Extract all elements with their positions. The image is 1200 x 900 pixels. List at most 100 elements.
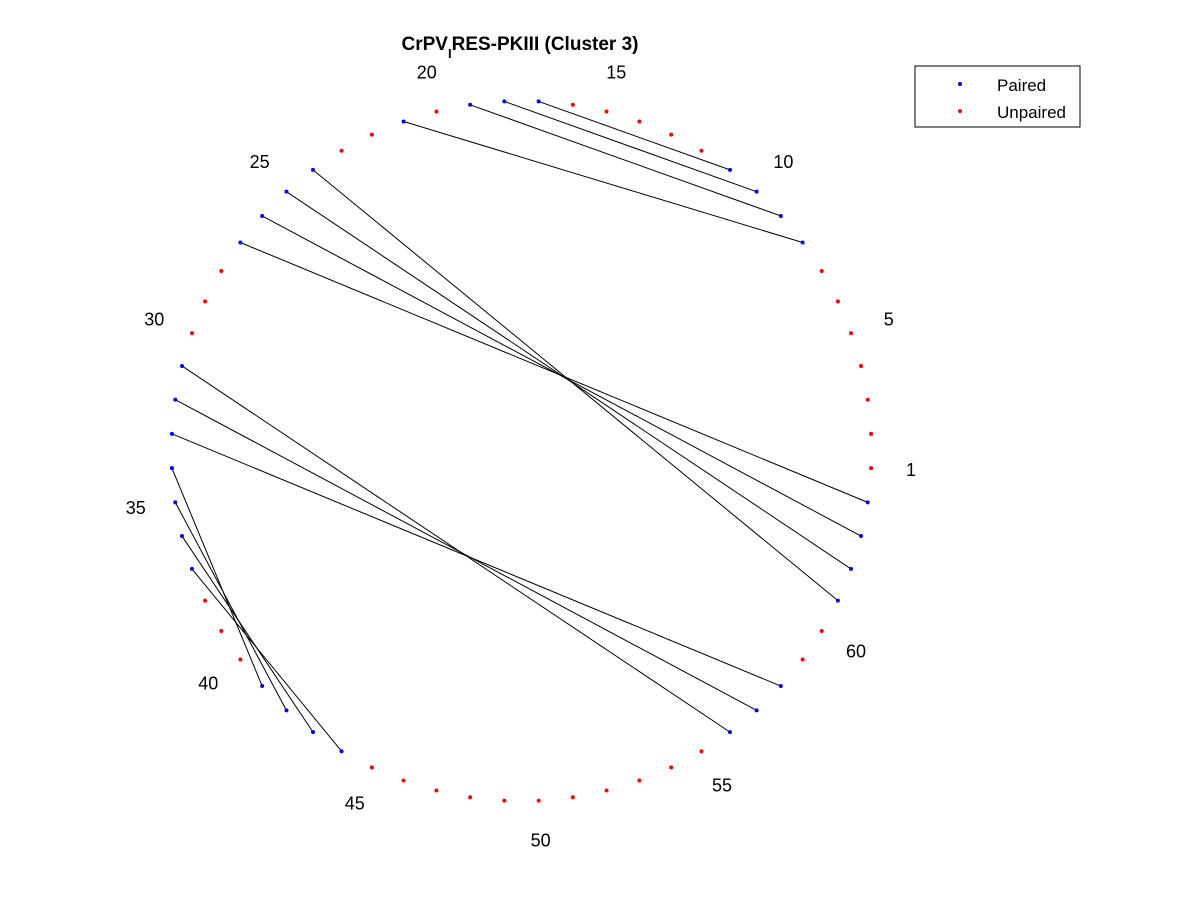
nucleotide-points [169, 99, 874, 803]
unpaired-point-3 [865, 397, 870, 402]
legend: Paired Unpaired [914, 65, 1081, 128]
unpaired-point-30 [189, 331, 194, 336]
unpaired-point-22 [369, 132, 374, 137]
unpaired-point-49 [502, 798, 507, 803]
unpaired-point-14 [637, 119, 642, 124]
paired-point-62 [849, 566, 854, 571]
paired-point-34 [169, 466, 174, 471]
paired-point-33 [169, 431, 174, 436]
pair-line-32-57 [175, 399, 757, 711]
number-label-30: 30 [144, 310, 164, 330]
unpaired-point-1 [869, 466, 874, 471]
paired-point-27 [238, 240, 243, 245]
paired-point-35 [173, 500, 178, 505]
number-label-40: 40 [198, 673, 218, 693]
unpaired-point-23 [339, 148, 344, 153]
paired-point-56 [727, 730, 732, 735]
unpaired-point-55 [699, 749, 704, 754]
legend-label-unpaired: Unpaired [997, 103, 1066, 122]
pair-line-35-42 [174, 502, 287, 711]
paired-point-8 [800, 240, 805, 245]
legend-label-paired: Paired [997, 76, 1046, 95]
number-label-35: 35 [126, 498, 146, 518]
unpaired-point-2 [869, 431, 874, 436]
pair-line-9-19 [469, 104, 781, 217]
number-label-15: 15 [606, 63, 626, 83]
unpaired-point-39 [219, 628, 224, 633]
unpaired-point-13 [669, 132, 674, 137]
paired-point-31 [179, 363, 184, 368]
pair-line-8-21 [403, 120, 803, 243]
paired-point-57 [754, 708, 759, 713]
paired-point-19 [468, 102, 473, 107]
pair-lines [171, 100, 868, 752]
paired-point-36 [179, 534, 184, 539]
paired-point-61 [835, 598, 840, 603]
number-label-1: 1 [906, 460, 916, 480]
paired-point-43 [311, 730, 316, 735]
paired-point-37 [189, 566, 194, 571]
unpaired-point-60 [819, 628, 824, 633]
chart-title-subscript: I [448, 46, 452, 61]
pair-line-34-41 [171, 467, 263, 687]
pair-line-33-58 [171, 433, 782, 687]
unpaired-point-47 [434, 788, 439, 793]
chart-title: CrPVIRES-PKIII (Cluster 3) [402, 34, 639, 61]
unpaired-point-28 [219, 269, 224, 274]
number-label-25: 25 [250, 152, 270, 172]
pair-line-10-18 [504, 100, 757, 193]
number-label-50: 50 [531, 831, 551, 851]
paired-point-63 [859, 534, 864, 539]
pair-line-37-44 [191, 568, 342, 752]
unpaired-point-16 [570, 102, 575, 107]
unpaired-point-40 [238, 657, 243, 662]
unpaired-point-45 [369, 765, 374, 770]
unpaired-point-59 [800, 657, 805, 662]
paired-point-10 [754, 189, 759, 194]
unpaired-point-46 [401, 778, 406, 783]
unpaired-point-51 [570, 795, 575, 800]
unpaired-point-7 [819, 269, 824, 274]
paired-point-32 [173, 397, 178, 402]
unpaired-point-20 [434, 109, 439, 114]
unpaired-point-12 [699, 148, 704, 153]
number-label-5: 5 [884, 310, 894, 330]
unpaired-point-6 [835, 299, 840, 304]
unpaired-point-15 [604, 109, 609, 114]
unpaired-point-4 [859, 363, 864, 368]
paired-point-17 [536, 99, 541, 104]
number-label-60: 60 [846, 642, 866, 662]
pair-line-36-43 [181, 535, 314, 733]
paired-point-44 [339, 749, 344, 754]
unpaired-point-29 [203, 299, 208, 304]
number-label-10: 10 [773, 152, 793, 172]
paired-point-64 [865, 500, 870, 505]
unpaired-point-48 [468, 795, 473, 800]
paired-point-58 [778, 684, 783, 689]
unpaired-point-54 [669, 765, 674, 770]
unpaired-point-50 [536, 798, 541, 803]
paired-point-9 [778, 213, 783, 218]
unpaired-point-53 [637, 778, 642, 783]
paired-point-21 [401, 119, 406, 124]
chart-title-rest: RES-PKIII (Cluster 3) [452, 34, 639, 55]
paired-point-26 [260, 213, 265, 218]
pair-line-27-64 [240, 242, 868, 503]
number-label-20: 20 [417, 63, 437, 83]
number-label-55: 55 [712, 776, 732, 796]
legend-box [914, 65, 1081, 128]
paired-point-18 [502, 99, 507, 104]
legend-marker-unpaired [958, 109, 962, 113]
number-label-45: 45 [345, 794, 365, 814]
paired-point-24 [311, 167, 316, 172]
chart-title-main: CrPV [402, 34, 449, 55]
legend-marker-paired [958, 82, 962, 86]
unpaired-point-5 [849, 331, 854, 336]
paired-point-11 [727, 167, 732, 172]
pair-line-31-56 [181, 365, 731, 733]
paired-point-25 [284, 189, 289, 194]
pair-line-11-17 [538, 100, 731, 171]
paired-point-41 [260, 684, 265, 689]
